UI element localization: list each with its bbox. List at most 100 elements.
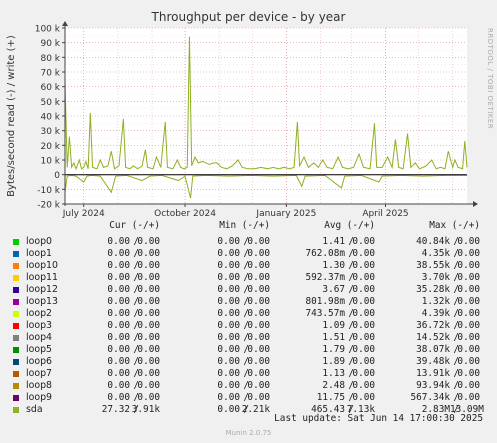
legend-min-read: 0.00 xyxy=(217,368,240,379)
legend-separator: / xyxy=(453,236,459,247)
legend-separator: / xyxy=(133,272,139,283)
legend-avg-write: 7.13k xyxy=(346,404,375,415)
legend-cur-read: 0.00 xyxy=(107,356,130,367)
legend-min-read: 0.00 xyxy=(217,344,240,355)
legend-separator: / xyxy=(133,332,139,343)
legend-name: loop6 xyxy=(26,356,52,367)
legend-swatch xyxy=(13,287,19,293)
legend-min-write: 0.00 xyxy=(247,308,270,319)
legend-min-write: 0.00 xyxy=(247,332,270,343)
legend-separator: / xyxy=(453,284,459,295)
legend-min-read: 0.00 xyxy=(217,392,240,403)
legend-cur-write: 0.00 xyxy=(137,272,160,283)
legend-avg-read: 11.75 xyxy=(316,392,345,403)
y-tick-label: 0 xyxy=(54,171,60,181)
legend-min-read: 0.00 xyxy=(217,356,240,367)
series-line-sda-read xyxy=(64,174,467,199)
x-tick-label: January 2025 xyxy=(255,209,316,219)
footer-version: Munin 2.0.75 xyxy=(225,429,272,437)
legend-max-read: 2.83M xyxy=(421,404,450,415)
legend-max-read: 567.34k xyxy=(410,392,450,403)
legend-avg-write: 0.00 xyxy=(352,368,375,379)
legend-min-read: 0.00 xyxy=(217,236,240,247)
legend-avg-read: 1.79 xyxy=(322,344,345,355)
legend-row-loop11: loop11 0.00/0.00 0.00/0.00 592.37m/0.00 3.70… xyxy=(0,272,497,284)
legend-separator: / xyxy=(348,248,354,259)
legend-max-write: 0.00 xyxy=(457,296,480,307)
y-tick-label: 70 k xyxy=(40,69,60,79)
legend-cur-read: 0.00 xyxy=(107,284,130,295)
legend-max-write: 13.09M xyxy=(450,404,484,415)
x-axis-arrow xyxy=(473,201,478,207)
legend-name: loop3 xyxy=(26,320,52,331)
legend-min-read: 0.00 xyxy=(217,260,240,271)
legend-name: sda xyxy=(26,404,43,415)
legend-separator: / xyxy=(133,344,139,355)
legend-avg-write: 0.00 xyxy=(352,344,375,355)
legend-avg-read: 1.51 xyxy=(322,332,345,343)
legend-row-loop1: loop1 0.00/0.00 0.00/0.00 762.08m/0.00 4.35k… xyxy=(0,248,497,260)
y-axis-arrow xyxy=(62,21,68,26)
legend-min-write: 0.00 xyxy=(247,344,270,355)
legend-swatch xyxy=(13,311,19,317)
x-tick-label: July 2024 xyxy=(62,209,105,219)
legend-swatch xyxy=(13,359,19,365)
legend-separator: / xyxy=(348,404,354,415)
legend-max-read: 36.72k xyxy=(416,320,450,331)
legend-avg-read: 1.89 xyxy=(322,356,345,367)
legend-separator: / xyxy=(243,368,249,379)
legend-min-read: 0.00 xyxy=(217,332,240,343)
legend-min-write: 2.21k xyxy=(241,404,270,415)
legend-swatch xyxy=(13,347,19,353)
legend-separator: / xyxy=(453,248,459,259)
legend-cur-read: 0.00 xyxy=(107,236,130,247)
y-tick-label: 90 k xyxy=(40,39,60,49)
legend-separator: / xyxy=(348,380,354,391)
legend-separator: / xyxy=(243,332,249,343)
legend-min-write: 0.00 xyxy=(247,260,270,271)
legend-avg-read: 743.57m xyxy=(305,308,345,319)
legend-row-sda: sda 27.32/3.91k 0.00/2.21k 465.43/7.13k 2.83… xyxy=(0,404,497,416)
legend-row-loop0: loop0 0.00/0.00 0.00/0.00 1.41/0.00 40.84k/0… xyxy=(0,236,497,248)
legend-max-read: 3.70k xyxy=(421,272,450,283)
y-tick-label: 60 k xyxy=(40,83,60,93)
legend-separator: / xyxy=(243,248,249,259)
legend-row-loop9: loop9 0.00/0.00 0.00/0.00 11.75/0.00 567.34k… xyxy=(0,392,497,404)
legend-max-read: 1.32k xyxy=(421,296,450,307)
legend-swatch xyxy=(13,299,19,305)
legend-row-loop8: loop8 0.00/0.00 0.00/0.00 2.48/0.00 93.94k/0… xyxy=(0,380,497,392)
legend-cur-write: 0.00 xyxy=(137,344,160,355)
legend-cur-write: 3.91k xyxy=(131,404,160,415)
legend-separator: / xyxy=(133,284,139,295)
legend-avg-read: 762.08m xyxy=(305,248,345,259)
legend-avg-read: 1.13 xyxy=(322,368,345,379)
legend-max-read: 93.94k xyxy=(416,380,450,391)
legend-name: loop13 xyxy=(26,296,58,307)
legend-max-read: 13.91k xyxy=(416,368,450,379)
legend-separator: / xyxy=(133,404,139,415)
rrdtool-credit: RRDTOOL / TOBI OETIKER xyxy=(486,28,494,130)
legend-separator: / xyxy=(348,236,354,247)
y-tick-label: 10 k xyxy=(40,157,60,167)
legend-cur-read: 0.00 xyxy=(107,260,130,271)
legend-cur-write: 0.00 xyxy=(137,320,160,331)
header-max: Max (-/+) xyxy=(429,220,480,231)
legend-avg-write: 0.00 xyxy=(352,260,375,271)
legend-cur-read: 0.00 xyxy=(107,248,130,259)
legend-avg-write: 0.00 xyxy=(352,332,375,343)
legend-avg-read: 2.48 xyxy=(322,380,345,391)
legend-row-loop3: loop3 0.00/0.00 0.00/0.00 1.09/0.00 36.72k/0… xyxy=(0,320,497,332)
legend-separator: / xyxy=(243,272,249,283)
legend-separator: / xyxy=(453,368,459,379)
legend-name: loop8 xyxy=(26,380,52,391)
legend-row-loop2: loop2 0.00/0.00 0.00/0.00 743.57m/0.00 4.39k… xyxy=(0,308,497,320)
legend-avg-write: 0.00 xyxy=(352,356,375,367)
legend-row-loop12: loop12 0.00/0.00 0.00/0.00 3.67/0.00 35.28k /… xyxy=(0,284,497,296)
legend-cur-read: 0.00 xyxy=(107,272,130,283)
legend-cur-write: 0.00 xyxy=(137,368,160,379)
legend-separator: / xyxy=(243,356,249,367)
legend-separator: / xyxy=(453,404,459,415)
y-tick-label: 50 k xyxy=(40,98,60,108)
x-tick-label: April 2025 xyxy=(362,209,408,219)
legend-separator: / xyxy=(243,284,249,295)
